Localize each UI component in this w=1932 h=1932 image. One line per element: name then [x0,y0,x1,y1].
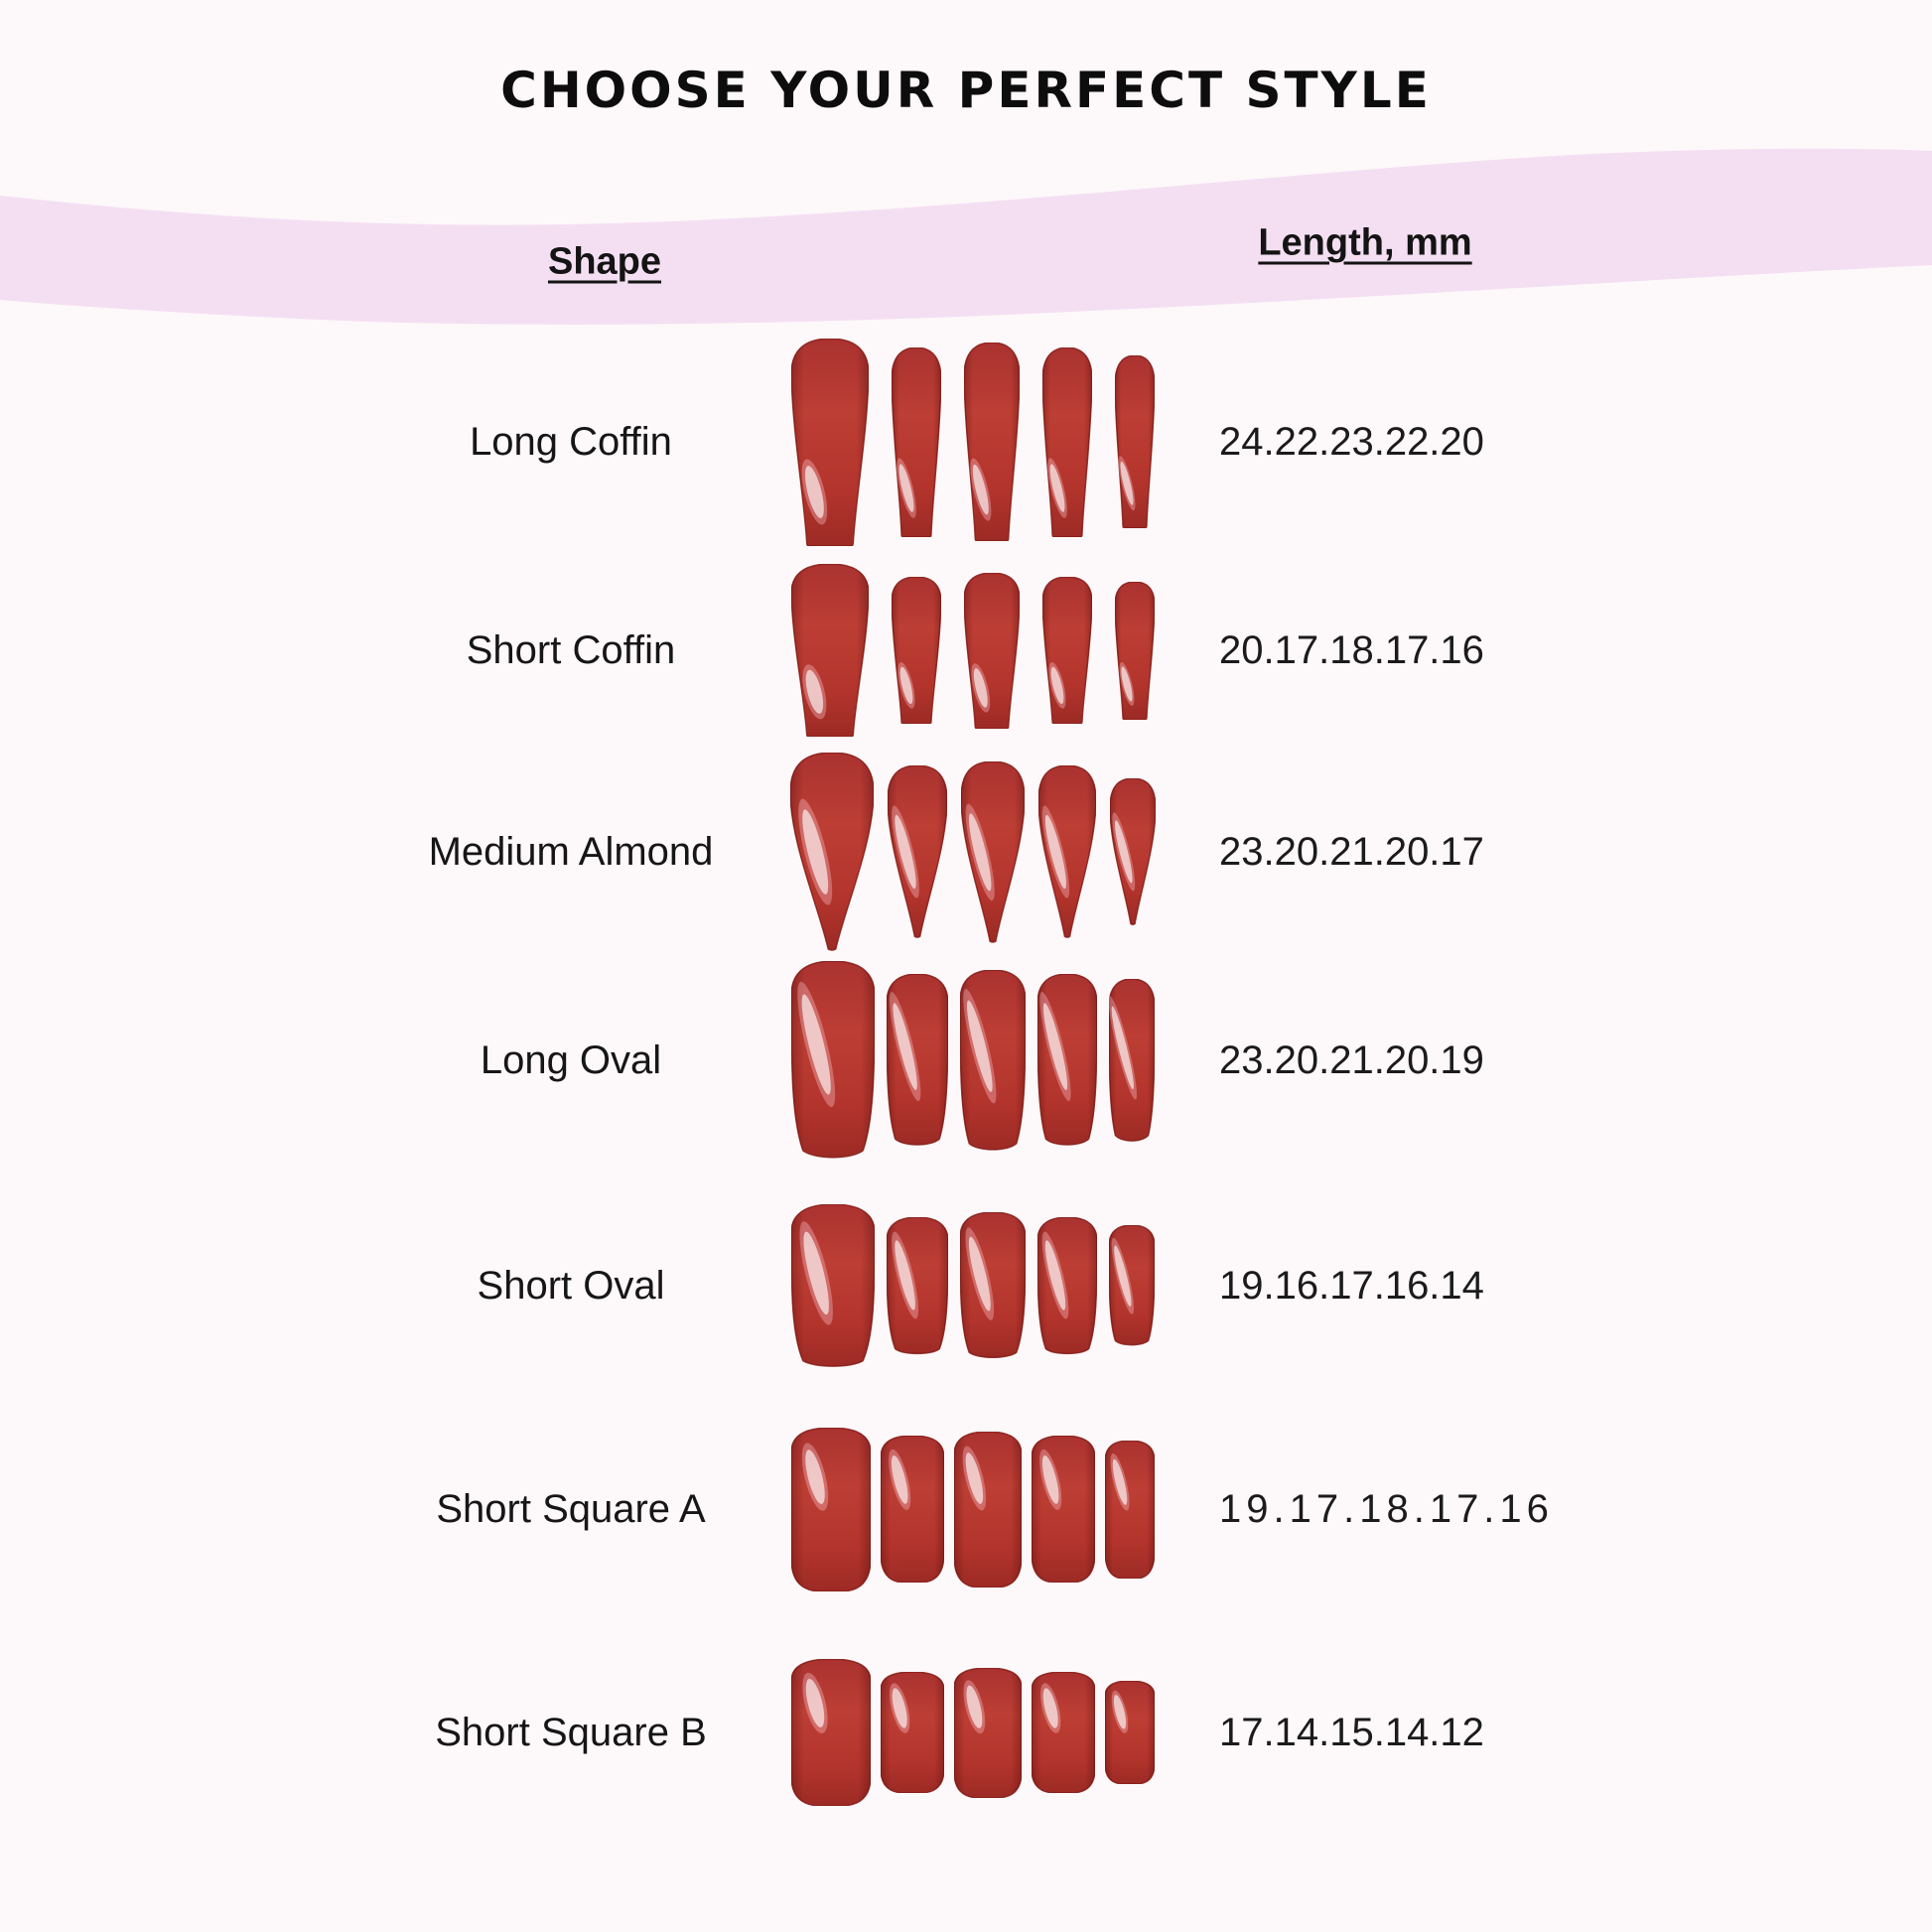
shape-column-header: Shape [547,240,662,283]
nail-graphic [791,564,869,737]
nail-graphic [1105,1681,1155,1784]
page-title: CHOOSE YOUR PERFECT STYLE [500,62,1432,119]
length-value: 20.17.18.17.16 [1219,627,1484,672]
shape-label: Long Oval [480,1037,662,1082]
nail-graphic [881,1436,944,1583]
shape-label: Long Coffin [470,419,672,464]
nail-graphic [1032,1436,1095,1583]
wave-band-shape [0,148,1932,325]
shape-label: Short Square A [436,1486,706,1531]
nail-graphic [881,1672,944,1793]
nail-graphic [1037,1216,1097,1354]
nail-set [784,961,1162,1160]
style-row: Long Coffin 24.22.23.22.20 [0,323,1932,561]
nail-graphic [1042,346,1092,537]
nail-graphic [964,343,1020,541]
nail-graphic [892,577,941,724]
nail-set [784,753,1162,951]
nail-graphic [791,338,869,546]
length-value: 19.16.17.16.14 [1219,1263,1484,1308]
nail-graphic [1042,577,1092,724]
nail-graphic [791,1427,871,1591]
nail-graphic [887,974,948,1146]
nail-graphic [960,969,1026,1151]
nail-set [784,564,1162,737]
shape-label: Short Square B [435,1710,707,1754]
nail-graphic [964,572,1020,729]
nail-graphic [1115,581,1155,720]
shape-label: Short Coffin [466,627,676,672]
length-value: 23.20.21.20.19 [1219,1037,1484,1082]
nail-graphic [954,1667,1022,1798]
nail-graphic [1032,1672,1095,1793]
nail-graphic [791,961,875,1159]
style-row: Short Square A 19.17.18.17.16 [0,1390,1932,1628]
nail-graphic [1115,355,1155,528]
nail-graphic [960,1212,1026,1359]
shape-label: Medium Almond [428,829,714,874]
wave-band [0,148,1932,325]
nail-set [784,1659,1162,1806]
nail-graphic [1110,778,1156,925]
length-value: 24.22.23.22.20 [1219,419,1484,464]
length-column-header: Length, mm [1258,221,1472,264]
nail-graphic [1038,765,1096,938]
length-value: 23.20.21.20.17 [1219,829,1484,874]
style-row: Long Oval 23.20.21.20.19 [0,941,1932,1179]
nail-graphic [1105,1440,1155,1579]
nail-graphic [1109,978,1155,1142]
shape-label: Short Oval [477,1263,665,1308]
nail-graphic [1037,974,1097,1146]
style-row: Short Coffin 20.17.18.17.16 [0,531,1932,769]
nail-graphic [1109,1225,1155,1346]
nail-graphic [961,760,1025,943]
length-value: 17.14.15.14.12 [1219,1710,1484,1754]
nail-set [784,338,1162,546]
nail-graphic [790,753,874,951]
style-row: Short Oval 19.16.17.16.14 [0,1167,1932,1405]
nail-set [784,1203,1162,1368]
style-row: Medium Almond 23.20.21.20.17 [0,733,1932,971]
nail-graphic [888,765,947,938]
length-value: 19.17.18.17.16 [1219,1486,1554,1531]
style-row: Short Square B 17.14.15.14.12 [0,1613,1932,1852]
nail-graphic [887,1216,948,1354]
nail-graphic [791,1659,871,1806]
nail-set [784,1427,1162,1591]
nail-graphic [791,1203,875,1367]
nail-graphic [954,1431,1022,1587]
nail-graphic [892,346,941,537]
